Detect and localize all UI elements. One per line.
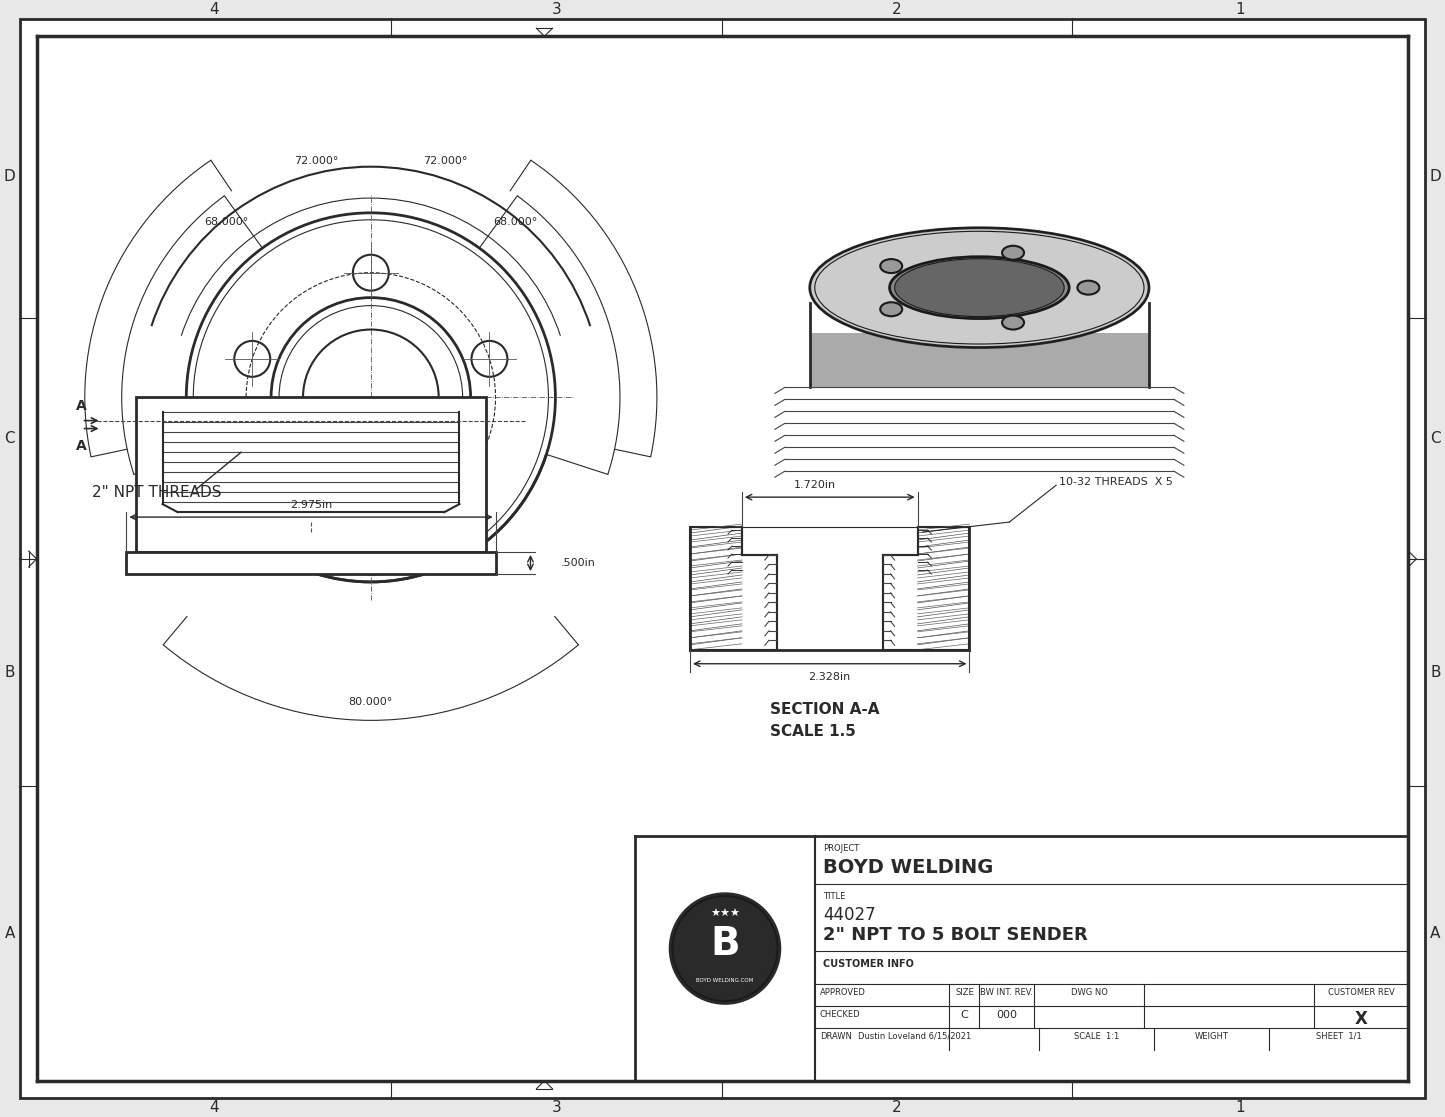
- Text: 72.000°: 72.000°: [423, 156, 468, 166]
- Ellipse shape: [894, 259, 1064, 316]
- Circle shape: [670, 894, 780, 1003]
- Text: 2: 2: [892, 1100, 902, 1115]
- Ellipse shape: [880, 259, 902, 273]
- Text: CHECKED: CHECKED: [819, 1010, 860, 1019]
- Text: 68.000°: 68.000°: [493, 217, 538, 227]
- Text: C: C: [1431, 431, 1441, 446]
- Text: 2.975in: 2.975in: [290, 500, 332, 510]
- Text: SECTION A-A: SECTION A-A: [770, 703, 880, 717]
- Text: B: B: [4, 666, 14, 680]
- Bar: [136, 398, 486, 552]
- Text: BOYD WELDING.COM: BOYD WELDING.COM: [696, 978, 754, 983]
- Circle shape: [675, 898, 776, 1000]
- Text: 3: 3: [552, 2, 561, 17]
- Text: D: D: [1429, 170, 1441, 184]
- Text: A: A: [77, 399, 87, 412]
- Text: B: B: [1431, 666, 1441, 680]
- Text: 1: 1: [1235, 2, 1246, 17]
- Text: APPROVED: APPROVED: [819, 987, 866, 997]
- Text: 4: 4: [210, 2, 218, 17]
- Text: SCALE 1.5: SCALE 1.5: [770, 724, 855, 739]
- Text: 72.000°: 72.000°: [293, 156, 338, 166]
- Ellipse shape: [809, 228, 1149, 347]
- Text: C: C: [961, 1010, 968, 1020]
- Text: ★★★: ★★★: [709, 908, 740, 918]
- Text: WEIGHT: WEIGHT: [1195, 1032, 1228, 1041]
- Text: 2.328in: 2.328in: [809, 671, 851, 681]
- Text: SIZE: SIZE: [955, 987, 974, 997]
- Text: 2" NPT TO 5 BOLT SENDER: 2" NPT TO 5 BOLT SENDER: [822, 926, 1088, 944]
- Text: PROJECT: PROJECT: [822, 844, 858, 853]
- Text: Dustin Loveland 6/15/2021: Dustin Loveland 6/15/2021: [858, 1032, 971, 1041]
- Text: A: A: [1431, 926, 1441, 942]
- Bar: [126, 552, 496, 574]
- Text: 44027: 44027: [822, 906, 876, 924]
- Text: 80.000°: 80.000°: [348, 697, 393, 707]
- Text: CUSTOMER REV: CUSTOMER REV: [1328, 987, 1394, 997]
- Text: C: C: [4, 431, 14, 446]
- Text: A: A: [4, 926, 14, 942]
- Text: BOYD WELDING: BOYD WELDING: [822, 858, 993, 877]
- Text: D: D: [4, 170, 16, 184]
- Text: 68.000°: 68.000°: [204, 217, 249, 227]
- Ellipse shape: [890, 257, 1069, 318]
- Text: CUSTOMER INFO: CUSTOMER INFO: [822, 960, 913, 970]
- Bar: [809, 333, 1149, 388]
- Text: 2: 2: [892, 2, 902, 17]
- Ellipse shape: [1001, 246, 1025, 260]
- Text: X: X: [1354, 1010, 1367, 1028]
- Text: 2" NPT THREADS: 2" NPT THREADS: [91, 485, 221, 499]
- Text: 10-32 THREADS  X 5: 10-32 THREADS X 5: [1059, 477, 1173, 487]
- Polygon shape: [883, 527, 970, 650]
- Text: TITLE: TITLE: [822, 892, 845, 901]
- Text: 1.720in: 1.720in: [793, 480, 835, 490]
- Text: DRAWN: DRAWN: [819, 1032, 851, 1041]
- Ellipse shape: [880, 303, 902, 316]
- Text: SCALE  1:1: SCALE 1:1: [1074, 1032, 1120, 1041]
- Text: 3: 3: [552, 1100, 561, 1115]
- Text: .500in: .500in: [561, 558, 595, 567]
- Ellipse shape: [1001, 316, 1025, 330]
- Text: A: A: [77, 439, 87, 452]
- Text: 000: 000: [996, 1010, 1017, 1020]
- Ellipse shape: [1078, 280, 1100, 295]
- Polygon shape: [691, 527, 777, 650]
- Text: 4: 4: [210, 1100, 218, 1115]
- Text: BW INT. REV.: BW INT. REV.: [980, 987, 1033, 997]
- Text: SHEET  1/1: SHEET 1/1: [1315, 1032, 1361, 1041]
- Text: DWG NO: DWG NO: [1071, 987, 1107, 997]
- Text: B: B: [709, 925, 740, 963]
- Text: 1: 1: [1235, 1100, 1246, 1115]
